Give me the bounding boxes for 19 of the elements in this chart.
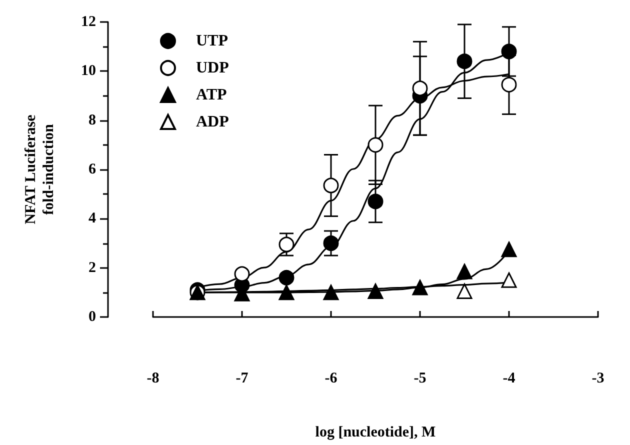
y-tick-label: 6 [88,162,96,178]
x-axis-title: log [nucleotide], M [315,424,436,440]
x-tick-label: -8 [146,370,160,386]
x-tick-label: -4 [502,370,516,386]
legend-label: UTP [196,32,228,50]
x-tick-label: -5 [414,370,426,386]
y-tick-label: 8 [88,112,96,128]
x-tick-label: -6 [324,370,338,386]
y-tick-label: 0 [88,309,96,325]
x-tick-label: -3 [592,370,604,386]
legend-label: ADP [196,114,230,130]
y-axis-title: NFAT Luciferase fold-induction [23,114,57,224]
legend-label: UDP [196,60,230,76]
y-tick-label: 2 [88,260,96,276]
y-tick-label: 10 [81,63,96,80]
y-tick-label: 4 [88,210,96,227]
x-tick-label: -7 [236,370,249,386]
y-tick-label: 12 [81,14,96,30]
legend-label: ATP [196,86,228,104]
